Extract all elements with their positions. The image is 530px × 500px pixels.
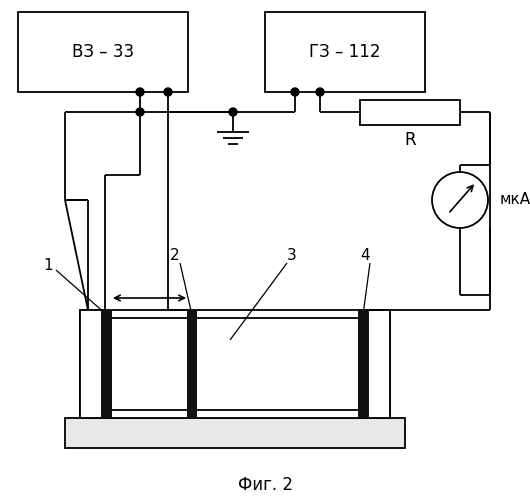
Circle shape (136, 108, 144, 116)
Bar (187, 310, 197, 418)
Text: 4: 4 (360, 248, 370, 262)
Circle shape (291, 88, 299, 96)
Circle shape (432, 172, 488, 228)
Bar (18, 12, 188, 92)
Bar (102, 310, 112, 418)
Bar (102, 318, 368, 410)
Text: R: R (404, 131, 416, 149)
Bar (265, 12, 425, 92)
Text: 3: 3 (287, 248, 297, 262)
Text: мкА: мкА (500, 192, 530, 208)
Circle shape (164, 88, 172, 96)
Text: 1: 1 (43, 258, 53, 272)
Bar (65, 418, 405, 448)
Bar (80, 310, 102, 418)
Bar (368, 310, 390, 418)
Bar (80, 310, 390, 418)
Bar (358, 310, 368, 418)
Circle shape (316, 88, 324, 96)
Circle shape (229, 108, 237, 116)
Text: ВЗ – 33: ВЗ – 33 (72, 43, 134, 61)
Circle shape (136, 88, 144, 96)
Text: Фиг. 2: Фиг. 2 (237, 476, 293, 494)
Text: ГЗ – 112: ГЗ – 112 (309, 43, 381, 61)
Text: 2: 2 (170, 248, 180, 262)
Bar (360, 100, 460, 125)
